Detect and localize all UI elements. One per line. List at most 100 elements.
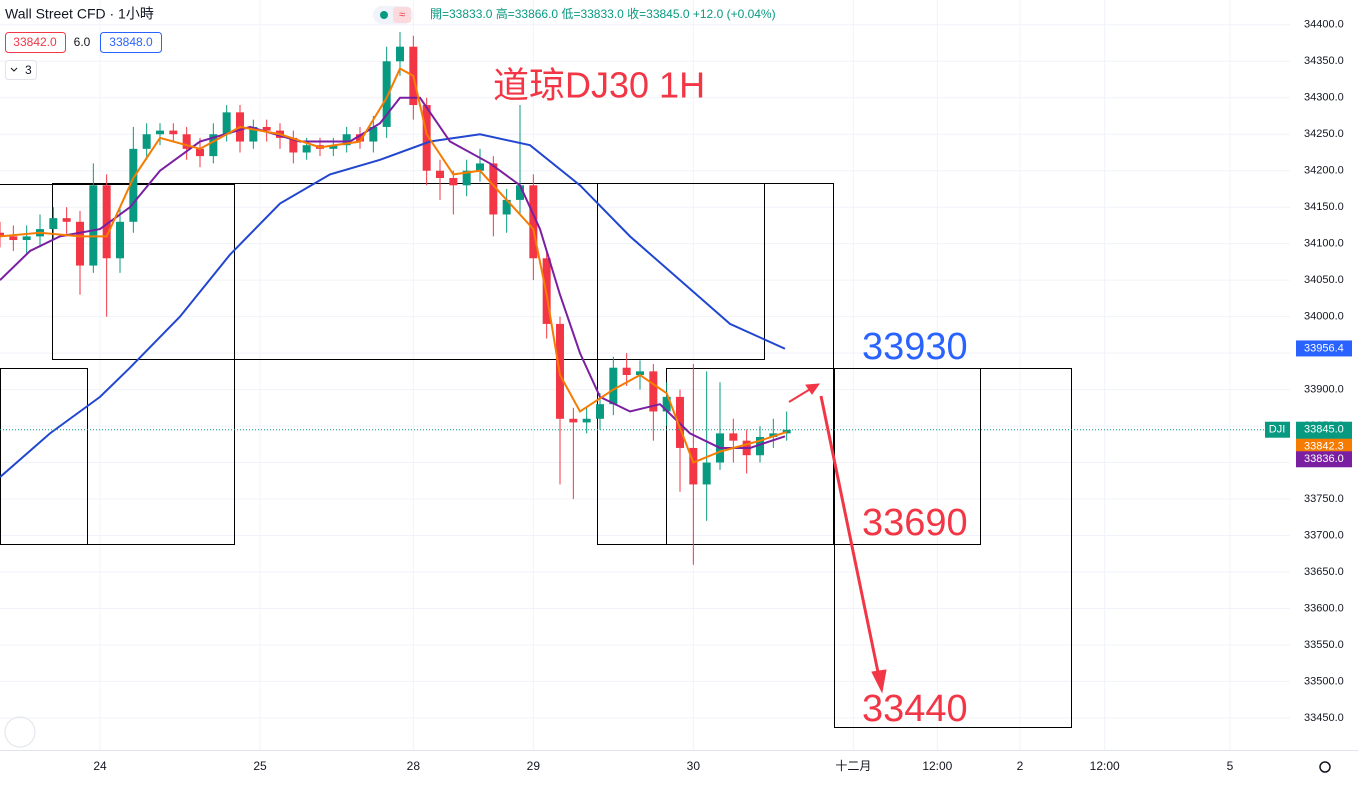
y-tick-label: 34300.0 (1304, 92, 1344, 104)
x-tick-label: 12:00 (922, 759, 952, 773)
candle-body (476, 163, 484, 171)
candle-body (89, 185, 98, 266)
x-tick-label: 29 (527, 759, 541, 773)
x-tick-label: 12:00 (1090, 759, 1120, 773)
candle-body (756, 437, 764, 456)
price-tag (1296, 438, 1352, 455)
x-tick-label: 十二月 (835, 759, 871, 773)
candle-body (156, 130, 164, 135)
x-tick-label: 24 (93, 759, 107, 773)
candle-body (449, 178, 458, 186)
y-tick-label: 33700.0 (1304, 529, 1344, 541)
candle-body (129, 148, 138, 222)
box (0, 368, 88, 545)
candle-body (302, 145, 311, 153)
candle-body (0, 232, 4, 237)
settings-icon[interactable] (1319, 761, 1331, 773)
y-tick-label: 34350.0 (1304, 55, 1344, 67)
candle-body (596, 404, 604, 419)
y-tick-label: 34250.0 (1304, 128, 1344, 140)
y-tick-label: 33900.0 (1304, 383, 1344, 395)
x-tick-label: 28 (407, 759, 421, 773)
scroll-button[interactable] (4, 716, 36, 748)
candle-body (622, 367, 631, 375)
candle-body (329, 145, 338, 149)
candle-body (422, 105, 431, 171)
candle-body (356, 134, 364, 142)
candle-body (22, 236, 31, 241)
y-tick-label: 34150.0 (1304, 201, 1344, 213)
price-tag-label: 33842.3 (1304, 441, 1344, 453)
candle-body (769, 433, 778, 438)
candle-body (729, 433, 738, 441)
moving-average (0, 133, 786, 478)
chevron (10, 67, 18, 72)
candle-body (636, 371, 644, 375)
candle-body (369, 126, 378, 142)
price-tag-label: 33956.4 (1304, 342, 1344, 354)
candle-body (382, 61, 391, 127)
moving-average (0, 96, 786, 449)
grid (0, 0, 1290, 750)
y-tick-label: 34050.0 (1304, 274, 1344, 286)
candle-body (76, 221, 84, 266)
y-tick-label: 33450.0 (1304, 712, 1344, 724)
candle-body (102, 185, 111, 259)
arrow-head (871, 669, 887, 694)
candle-body (289, 137, 298, 153)
candle-body (502, 199, 511, 215)
candle-body (262, 126, 271, 131)
legend-box (100, 32, 162, 53)
plot (0, 32, 1290, 565)
candle-body (62, 218, 71, 222)
legend-box (5, 32, 66, 53)
candle-body (529, 185, 538, 259)
candle-body (689, 447, 698, 485)
candle-body (142, 134, 151, 149)
x-tick-label: 5 (1227, 759, 1234, 773)
arrow (788, 387, 813, 403)
candle-body (222, 112, 231, 135)
price-tag (1296, 340, 1352, 357)
candle-body (209, 134, 218, 157)
candle-body (182, 134, 191, 149)
candle-body (196, 148, 204, 157)
candle-body (582, 418, 591, 423)
indicator-count: 3 (25, 63, 32, 77)
drawings (0, 183, 1072, 728)
legend-value: 33842.0 (13, 35, 57, 49)
y-tick-label: 33600.0 (1304, 602, 1344, 614)
price-tag-label: 33836.0 (1304, 453, 1344, 465)
arrow-head (805, 383, 821, 395)
annotation: 33440 (862, 688, 968, 730)
price-tag-label: 33845.0 (1304, 424, 1344, 436)
candle-body (609, 367, 618, 405)
box (0, 184, 235, 545)
arrow (819, 395, 881, 678)
y-tick-label: 33650.0 (1304, 566, 1344, 578)
y-tick-label: 33500.0 (1304, 675, 1344, 687)
candle-body (342, 134, 351, 146)
y-tick-label: 34200.0 (1304, 165, 1344, 177)
annotation-title: 道琼DJ30 1H (493, 65, 705, 106)
candle-body (702, 462, 711, 485)
candle-body (662, 396, 671, 412)
candle-body (782, 429, 791, 434)
candle-body (569, 418, 578, 423)
price-tag (1296, 451, 1352, 468)
legend-value: 6.0 (74, 35, 91, 49)
icon (380, 11, 388, 19)
icon (393, 7, 411, 23)
y-axis-bg (1290, 0, 1358, 782)
candle-body (489, 163, 498, 215)
candle-body (396, 46, 404, 62)
x-tick-label: 2 (1017, 759, 1024, 773)
ohlc: 開=33833.0 高=33866.0 低=33833.0 收=33845.0 … (430, 6, 776, 21)
candle-body (462, 170, 471, 186)
box (666, 368, 981, 545)
y-tick-label: 34400.0 (1304, 19, 1344, 31)
box (834, 368, 1072, 728)
indicators-toggle[interactable] (5, 60, 37, 80)
candle-body (516, 185, 524, 200)
